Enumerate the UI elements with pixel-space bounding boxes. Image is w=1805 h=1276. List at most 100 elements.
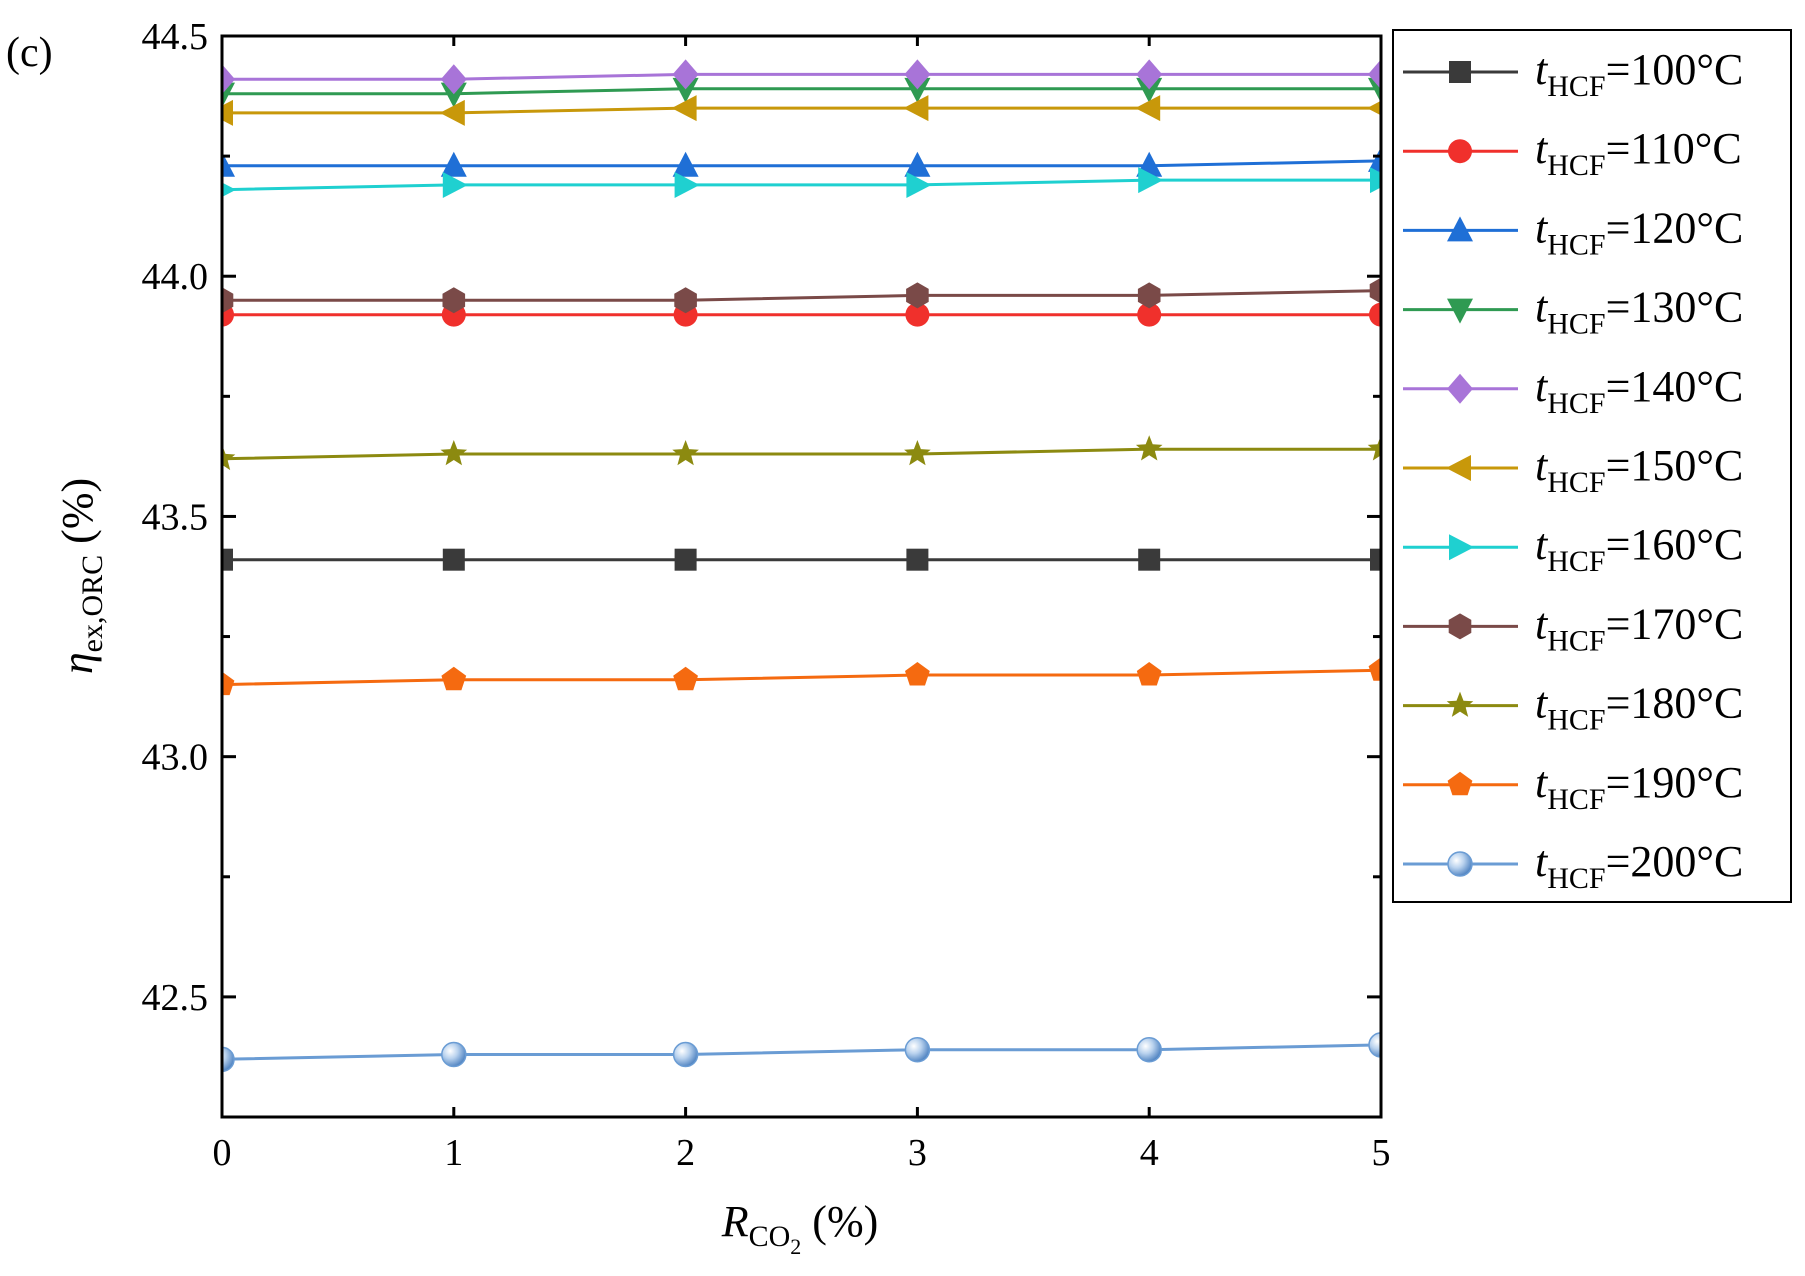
series-line-4	[222, 72, 1381, 81]
data-point-9-1	[441, 666, 467, 691]
data-point-2-0	[222, 151, 235, 177]
data-point-9-4	[1136, 662, 1162, 686]
data-point-9-5	[1368, 657, 1381, 681]
series-5	[222, 95, 1381, 126]
y-tick-label: 42.5	[142, 977, 209, 1019]
data-point-8-0	[222, 444, 236, 471]
y-tick-label: 43.0	[142, 737, 209, 779]
data-point-0-2	[674, 548, 697, 571]
series-1	[222, 302, 1381, 327]
legend-item-1: tHCF=110°C	[1403, 124, 1742, 182]
data-point-0-1	[442, 548, 465, 571]
data-point-2-1	[440, 151, 467, 177]
data-point-4-1	[440, 64, 467, 95]
legend-item-6: tHCF=160°C	[1403, 520, 1743, 578]
legend-items: tHCF=100°C tHCF=110°C tHCF=120°C tHCF=130°C…	[1403, 45, 1743, 895]
data-point-6-1	[442, 171, 468, 198]
data-point-9-3	[905, 662, 930, 686]
data-point-5-1	[439, 99, 465, 126]
legend-marker	[1446, 691, 1474, 717]
data-point-4-2	[672, 59, 699, 90]
y-axis-unit: (%)	[53, 478, 102, 555]
series-line-10	[222, 1043, 1381, 1061]
data-point-7-5	[1369, 277, 1381, 304]
data-point-2-5	[1368, 146, 1381, 172]
data-point-5-3	[903, 95, 929, 122]
data-point-5-4	[1135, 95, 1161, 122]
series-3	[222, 77, 1381, 108]
legend-marker	[1447, 771, 1473, 796]
legend-label: tHCF=160°C	[1535, 520, 1743, 578]
legend-item-0: tHCF=100°C	[1403, 45, 1743, 103]
data-point-8-4	[1135, 435, 1163, 461]
series-7	[222, 277, 1381, 314]
data-point-10-3	[904, 1036, 931, 1063]
legend-marker	[1448, 613, 1472, 640]
data-point-8-3	[904, 440, 931, 466]
legend-marker	[1447, 216, 1473, 242]
x-tick-label: 3	[908, 1132, 927, 1174]
series-10	[222, 1032, 1381, 1073]
x-tick-label: 5	[1372, 1132, 1391, 1174]
y-tick-label: 44.5	[142, 16, 209, 58]
series-9	[222, 657, 1381, 696]
legend-label: tHCF=120°C	[1535, 203, 1743, 261]
y-tick-label: 44.0	[142, 256, 209, 298]
data-point-7-2	[674, 287, 697, 314]
data-point-8-2	[672, 440, 699, 466]
data-point-10-4	[1136, 1036, 1162, 1063]
legend-item-10: tHCF=200°C	[1403, 837, 1743, 895]
legend-marker	[1446, 455, 1471, 481]
x-tick-label: 4	[1140, 1132, 1159, 1174]
data-point-6-0	[222, 182, 236, 198]
data-point-10-5	[1368, 1032, 1381, 1058]
x-axis-symbol: R	[721, 1197, 749, 1246]
data-point-6-4	[1138, 167, 1164, 194]
data-point-9-0	[222, 671, 235, 696]
data-point-10-1	[441, 1041, 467, 1068]
series-line-7	[222, 289, 1381, 302]
y-axis-symbol: η	[53, 652, 102, 674]
data-point-4-3	[904, 59, 931, 90]
legend-label: tHCF=130°C	[1535, 283, 1743, 341]
series-line-5	[222, 106, 1381, 115]
legend-marker	[1447, 373, 1473, 404]
data-point-7-3	[906, 282, 929, 309]
series-line-6	[222, 178, 1381, 192]
x-tick-label: 0	[213, 1132, 232, 1174]
data-point-6-2	[674, 171, 700, 198]
data-point-10-2	[672, 1041, 699, 1068]
data-point-2-2	[672, 151, 699, 177]
data-point-1-3	[905, 302, 930, 327]
legend-label: tHCF=170°C	[1535, 599, 1743, 657]
data-point-0-4	[1138, 548, 1161, 571]
x-axis-title: RCO2 (%)	[721, 1197, 879, 1259]
legend-marker	[1449, 534, 1474, 561]
series-layer	[222, 59, 1381, 1073]
legend-label: tHCF=110°C	[1535, 124, 1742, 182]
y-tick-label: 43.5	[142, 496, 209, 538]
legend-label: tHCF=100°C	[1535, 45, 1743, 103]
data-point-5-2	[671, 95, 697, 122]
series-line-8	[222, 447, 1381, 461]
series-6	[222, 167, 1381, 198]
series-8	[222, 435, 1381, 471]
data-point-7-1	[442, 287, 466, 314]
data-point-3-1	[440, 82, 467, 108]
data-point-6-5	[1370, 167, 1381, 194]
legend-marker	[1447, 298, 1473, 324]
legend-label: tHCF=140°C	[1535, 362, 1743, 420]
y-axis-title: ηex,ORC (%)	[53, 478, 109, 674]
data-point-1-4	[1137, 302, 1162, 327]
data-point-3-3	[904, 77, 931, 103]
legend-marker	[1447, 851, 1473, 877]
series-2	[222, 146, 1381, 177]
x-tick-label: 2	[676, 1132, 695, 1174]
x-tick-label: 1	[444, 1132, 463, 1174]
data-point-8-1	[440, 440, 468, 466]
legend-item-9: tHCF=190°C	[1403, 758, 1743, 816]
series-line-3	[222, 87, 1381, 96]
data-point-2-3	[904, 151, 931, 177]
data-point-8-5	[1367, 435, 1381, 461]
data-point-4-4	[1136, 59, 1163, 90]
